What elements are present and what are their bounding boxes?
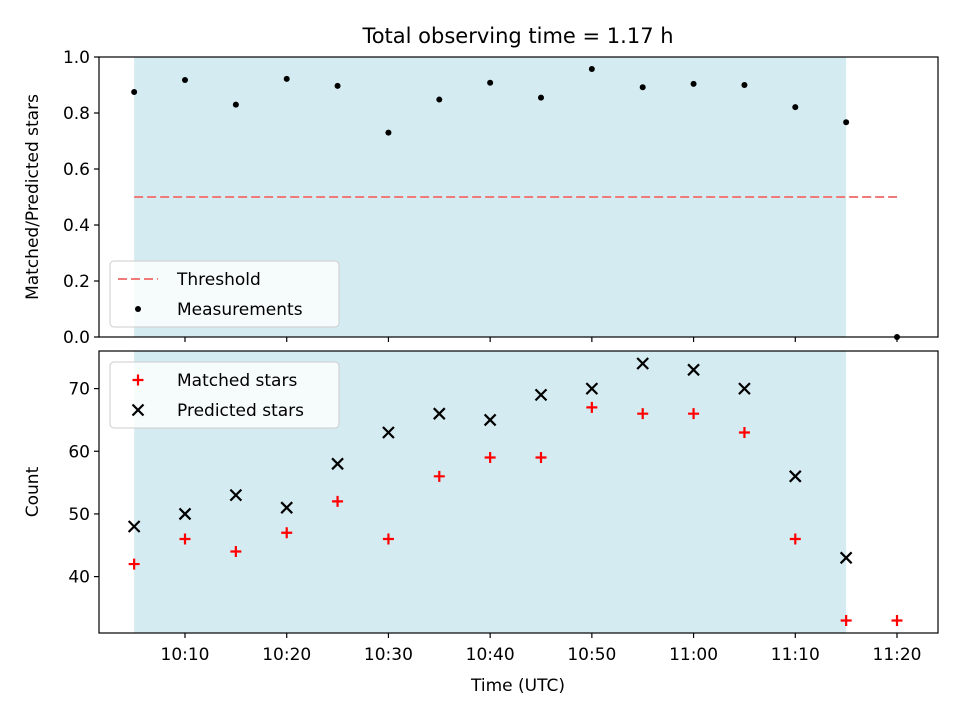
ratio-y-tick-label: 0.4: [63, 216, 90, 236]
legend-measurement-swatch: [135, 306, 141, 312]
ratio-y-tick-label: 0.6: [63, 160, 90, 180]
measurement-point: [385, 129, 392, 136]
matched-star-point: [484, 452, 496, 464]
matched-star-point: [738, 426, 750, 438]
legend-matched-swatch: [132, 374, 144, 386]
x-tick-label: 10:30: [364, 645, 413, 665]
ratio-y-tick-label: 0.2: [63, 272, 90, 292]
predicted-star-point: [382, 426, 395, 439]
matched-star-point: [230, 546, 242, 558]
predicted-star-point: [229, 488, 243, 502]
count-y-tick-label: 70: [68, 380, 90, 400]
measurement-point: [690, 80, 697, 87]
predicted-star-point: [433, 407, 446, 420]
x-tick-label: 11:00: [669, 645, 718, 665]
matched-star-point: [433, 470, 445, 482]
chart-title: Total observing time = 1.17 h: [361, 24, 673, 48]
measurement-point: [131, 89, 138, 95]
count-panel: 40 50 60 70 10:10 10:20 10:30 10:40 10:50 11:00 11…: [23, 350, 939, 665]
predicted-star-point: [789, 470, 802, 483]
measurement-point: [639, 84, 646, 91]
measurement-point: [792, 104, 799, 111]
measurement-point: [741, 82, 748, 88]
legend-label: Measurements: [177, 300, 303, 320]
predicted-star-point: [331, 457, 344, 471]
count-axes-frame: [98, 350, 939, 634]
measurement-point: [436, 96, 443, 103]
measurement-point: [588, 66, 595, 73]
predicted-star-point: [483, 413, 497, 427]
count-y-axis-label: Count: [23, 466, 43, 517]
measurement-point: [334, 82, 341, 89]
predicted-star-point: [585, 382, 599, 395]
x-axis-label: Time (UTC): [470, 676, 565, 696]
ratio-axes-frame: [98, 56, 939, 338]
predicted-star-point: [738, 382, 751, 395]
matched-star-point: [637, 408, 649, 420]
count-y-tick-label: 60: [68, 442, 90, 462]
matched-star-point: [586, 401, 598, 413]
legend-label: Threshold: [176, 270, 261, 290]
ratio-y-tick-label: 0.8: [63, 104, 90, 124]
x-tick-label: 10:40: [466, 645, 515, 665]
x-tick-label: 11:20: [873, 645, 922, 665]
legend-predicted-swatch: [131, 403, 145, 417]
ratio-panel: 0.0 0.2 0.4 0.6 0.8 1.0 Matched/Predicted star…: [23, 48, 939, 348]
x-tick-label: 11:10: [771, 645, 820, 665]
matched-star-point: [382, 533, 394, 545]
matched-star-point: [179, 533, 191, 545]
predicted-star-point: [127, 520, 141, 533]
measurement-point: [182, 76, 188, 83]
matched-star-point: [789, 533, 801, 545]
count-y-tick-label: 40: [68, 568, 90, 588]
predicted-star-point: [178, 507, 192, 521]
x-tick-label: 10:20: [262, 645, 311, 665]
matched-star-point: [128, 558, 140, 570]
x-tick-label: 10:50: [567, 645, 616, 665]
predicted-star-point: [280, 501, 293, 514]
measurement-point: [843, 119, 850, 126]
matched-star-point: [840, 614, 852, 626]
ratio-y-axis-label: Matched/Predicted stars: [23, 94, 43, 300]
legend-label: Matched stars: [177, 371, 297, 391]
ratio-y-tick-label: 1.0: [63, 48, 90, 68]
measurement-point: [232, 101, 239, 108]
predicted-star-point: [534, 388, 548, 402]
ratio-y-tick-label: 0.0: [63, 328, 90, 348]
predicted-star-point: [636, 357, 649, 370]
matched-star-point: [281, 527, 293, 539]
matched-star-point: [332, 495, 344, 507]
count-y-tick-label: 50: [68, 505, 90, 525]
ratio-legend: [109, 260, 340, 328]
legend-label: Predicted stars: [177, 401, 304, 421]
measurement-point: [283, 75, 290, 82]
predicted-star-point: [839, 551, 853, 565]
x-tick-label: 10:10: [161, 645, 210, 665]
matched-star-point: [688, 408, 700, 420]
matched-star-point: [891, 614, 903, 626]
matched-star-point: [535, 452, 547, 464]
predicted-star-point: [687, 363, 700, 377]
count-legend: [109, 361, 340, 429]
measurement-point: [487, 79, 494, 86]
measurement-point: [538, 94, 544, 101]
